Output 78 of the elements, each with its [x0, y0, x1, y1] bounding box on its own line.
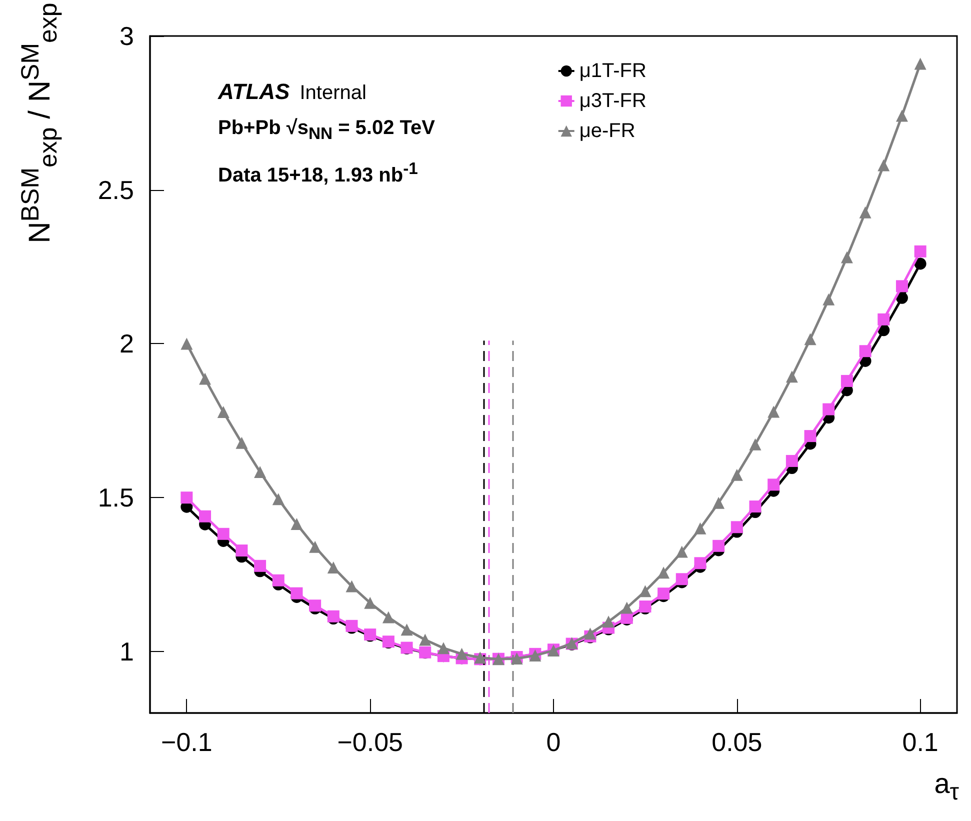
point [676, 546, 688, 558]
x-tick-label: 0.05 [712, 727, 762, 757]
point [602, 616, 615, 628]
point [658, 588, 670, 600]
point [676, 573, 688, 586]
point [914, 258, 926, 270]
point [859, 206, 872, 218]
point [364, 596, 376, 609]
x-tick-label: −0.05 [337, 727, 403, 757]
point [840, 251, 853, 264]
point [236, 436, 248, 449]
point [180, 492, 193, 504]
point [694, 557, 706, 570]
point [639, 585, 652, 598]
annotation: Data 15+18, 1.93 nb$^{-1}$ [218, 158, 419, 189]
legend-label: μ3T-FR [579, 90, 646, 112]
point [620, 602, 633, 614]
point [658, 566, 670, 579]
point [878, 313, 890, 326]
point [400, 624, 413, 636]
point [840, 374, 853, 387]
point [309, 540, 322, 553]
point [346, 580, 358, 592]
y-tick-label: 1 [120, 636, 134, 666]
point [217, 528, 230, 540]
point [896, 280, 908, 292]
annotation: ATLAS [218, 79, 290, 104]
x-tick-label: 0.1 [902, 727, 938, 757]
point [254, 560, 266, 572]
point [749, 438, 762, 450]
point [456, 648, 468, 660]
annotation: Internal [300, 82, 366, 104]
point [217, 406, 230, 418]
point [419, 634, 432, 646]
y-tick-label: 2.5 [98, 174, 134, 205]
point [914, 58, 926, 70]
point [822, 403, 835, 416]
point [236, 544, 248, 557]
legend-label: μe-FR [579, 120, 636, 142]
x-tick-label: −0.1 [161, 727, 212, 757]
point [786, 370, 798, 383]
point [327, 561, 340, 574]
point [896, 292, 908, 304]
point [584, 628, 596, 640]
y-tick-label: 2 [120, 328, 134, 359]
point [199, 510, 212, 522]
y-tick-label: 1.5 [98, 482, 134, 513]
point [768, 406, 780, 418]
point [382, 611, 394, 624]
point [730, 468, 743, 481]
point [768, 478, 780, 491]
point [254, 466, 266, 478]
point [878, 159, 890, 172]
point [896, 110, 908, 122]
x-tick-label: 0 [546, 727, 561, 757]
legend-label: μ1T-FR [579, 60, 646, 82]
point [730, 521, 743, 534]
point [180, 338, 193, 350]
point [272, 493, 284, 506]
point [290, 518, 303, 530]
point [712, 540, 725, 552]
y-tick-label: 3 [120, 21, 134, 51]
x-axis-title: a$_{τ}$ [934, 768, 959, 806]
point [786, 454, 798, 467]
point [712, 496, 725, 509]
point [694, 522, 706, 534]
point [914, 245, 926, 258]
point [199, 372, 212, 385]
point [309, 600, 322, 612]
point [859, 345, 872, 358]
annotation: Pb+Pb √s$_{NN}$ = 5.02 TeV [218, 116, 435, 145]
point [822, 293, 835, 306]
point [290, 587, 303, 600]
point [749, 500, 762, 513]
point [804, 333, 816, 346]
point [437, 642, 450, 654]
point [272, 574, 284, 586]
point [804, 430, 816, 442]
